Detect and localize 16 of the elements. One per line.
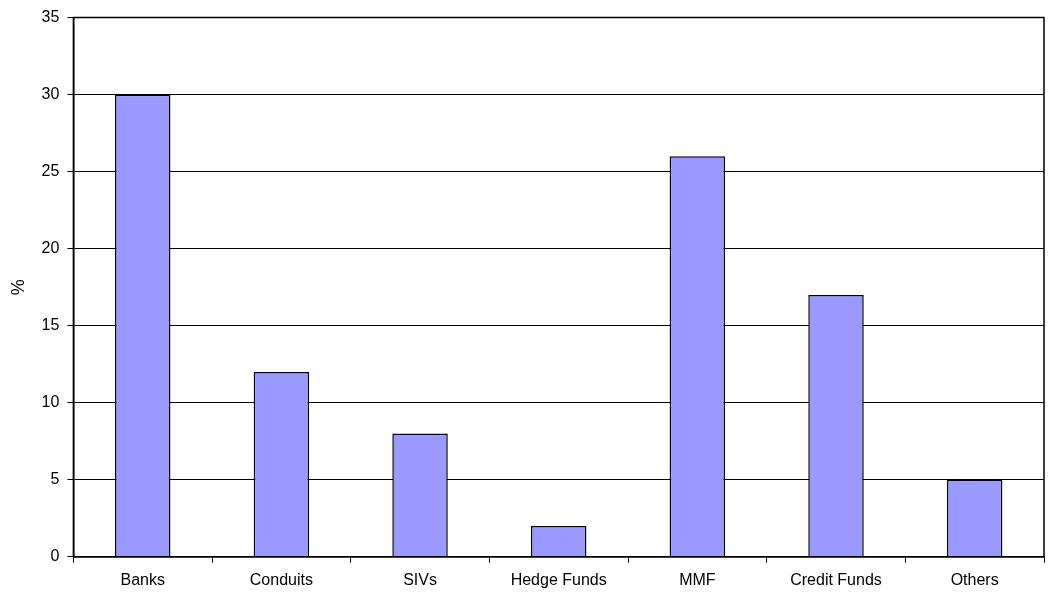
y-tick-label: 10 bbox=[41, 393, 60, 411]
x-tick-label: Credit Funds bbox=[790, 570, 882, 588]
x-tick-label: Others bbox=[950, 570, 999, 588]
y-tick-label: 25 bbox=[41, 162, 60, 180]
y-tick-label: 30 bbox=[41, 85, 60, 103]
x-tick-label: Hedge Funds bbox=[510, 570, 607, 588]
y-tick-label: 0 bbox=[50, 547, 60, 565]
x-tick-label: SIVs bbox=[403, 570, 437, 588]
y-axis-title: % bbox=[7, 279, 28, 296]
x-tick-label: Conduits bbox=[249, 570, 313, 588]
x-tick-label: MMF bbox=[679, 570, 716, 588]
y-tick-label: 5 bbox=[50, 470, 60, 488]
x-tick-label: Banks bbox=[120, 570, 165, 588]
y-tick-label: 35 bbox=[41, 8, 60, 26]
y-tick-label: 15 bbox=[41, 316, 60, 334]
y-tick-label: 20 bbox=[41, 239, 60, 257]
